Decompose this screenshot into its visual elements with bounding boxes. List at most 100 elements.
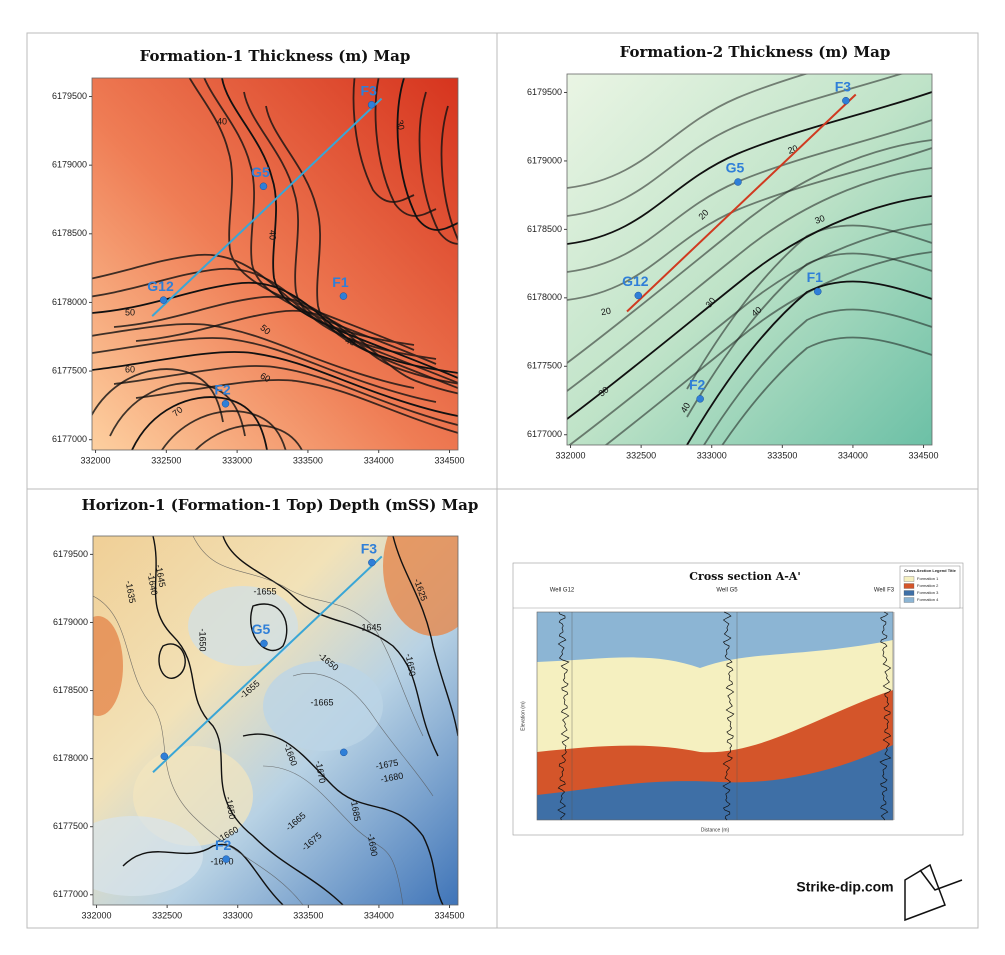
x-tick-label: 333000: [222, 455, 252, 465]
y-tick-label: 6179000: [53, 617, 88, 627]
x-tick-label: 333000: [223, 910, 253, 920]
section-title: Cross section A-A': [689, 570, 800, 583]
contour-label: 20: [786, 143, 799, 156]
well-label: F1: [807, 269, 824, 285]
map-surface: [93, 536, 458, 905]
well-name: Well F3: [874, 588, 895, 594]
section-line: [151, 97, 383, 317]
well-point: [221, 399, 230, 408]
plot-frame: [566, 73, 933, 446]
x-tick-label: 334000: [364, 910, 394, 920]
well-label: G12: [622, 273, 649, 289]
well-log: [557, 611, 570, 821]
x-tick-label: 332000: [556, 450, 586, 460]
well-log: [879, 611, 892, 821]
footer: Strike-dip.com: [796, 879, 893, 895]
contour-label: -1680: [380, 770, 404, 784]
well-label: G5: [252, 621, 271, 637]
contour-label: -1655: [253, 586, 276, 596]
contour-label: 30: [597, 384, 611, 398]
contour-label: -1645: [154, 564, 168, 588]
y-tick-label: 6179000: [527, 155, 562, 165]
well-label: F3: [361, 540, 378, 556]
y-tick-label: 6179500: [527, 87, 562, 97]
y-tick-label: 6177500: [53, 821, 88, 831]
contour-label: 50: [258, 322, 272, 336]
legend-swatch: [903, 576, 915, 582]
contour-label: -1690: [366, 833, 380, 857]
x-tick-label: 332000: [82, 910, 112, 920]
well-point: [260, 639, 268, 648]
well-label: F3: [835, 78, 852, 94]
contour-label: -1650: [198, 628, 208, 651]
y-tick-label: 6178000: [527, 292, 562, 302]
y-tick-label: 6178500: [52, 228, 87, 238]
well-point: [339, 292, 348, 300]
contour-label: -1685: [349, 798, 363, 822]
well-point: [734, 178, 742, 186]
well-label: F2: [689, 377, 706, 393]
frame: [26, 32, 979, 929]
contour-label: -1645: [358, 622, 381, 632]
y-tick-label: 6178500: [53, 685, 88, 695]
legend-swatch: [903, 597, 915, 603]
well-point: [842, 96, 850, 105]
well-log: [722, 611, 735, 821]
well-label: F3: [360, 82, 377, 98]
y-tick-label: 6179500: [53, 549, 88, 559]
contour-label: 40: [679, 401, 693, 415]
contour-label: 40: [268, 230, 278, 240]
contour-label: 60: [125, 364, 135, 374]
x-tick-label: 334500: [909, 450, 939, 460]
x-tick-label: 333500: [767, 450, 797, 460]
plot-frame: [92, 535, 459, 906]
map-surface: [92, 78, 458, 450]
map-title: Formation-2 Thickness (m) Map: [620, 43, 891, 61]
legend-swatch: [903, 583, 915, 589]
contour-label: 20: [600, 306, 612, 318]
x-tick-label: 334500: [434, 455, 464, 465]
contour-label: -1670: [314, 760, 328, 784]
legend-label: Formation 1: [917, 576, 939, 581]
contour-label: -1640: [146, 572, 160, 596]
well-point: [634, 291, 643, 300]
x-tick-label: 333000: [697, 450, 727, 460]
x-tick-label: 332500: [626, 450, 656, 460]
map-title: Horizon-1 (Formation-1 Top) Depth (mSS) …: [82, 496, 479, 514]
y-tick-label: 6179000: [52, 160, 87, 170]
contour-label: 40: [344, 335, 357, 348]
well-point: [814, 287, 822, 296]
legend-label: Formation 2: [917, 583, 939, 588]
well-point: [159, 296, 168, 304]
x-tick-label: 333500: [293, 910, 323, 920]
x-tick-label: 332500: [151, 455, 181, 465]
x-tick-label: 334000: [838, 450, 868, 460]
contour-label: 30: [395, 119, 407, 131]
contour-label: 40: [750, 304, 764, 318]
y-tick-label: 6178000: [53, 753, 88, 763]
section-line: [626, 93, 857, 313]
well-label: F2: [214, 381, 231, 397]
well-point: [696, 395, 704, 403]
well-label: F2: [215, 837, 232, 853]
well-point: [222, 855, 230, 863]
contour-label: 40: [217, 116, 227, 126]
x-tick-label: 334000: [364, 455, 394, 465]
map-surface: [567, 74, 932, 445]
well-label: F1: [332, 274, 349, 290]
logo: [904, 863, 963, 922]
contour-label: 30: [703, 296, 717, 310]
well-point: [340, 748, 348, 757]
y-tick-label: 6177500: [52, 365, 87, 375]
section-line: [152, 555, 383, 773]
contour-label: -1635: [124, 580, 138, 604]
well-name: Well G12: [550, 588, 575, 594]
well-label: G5: [726, 160, 745, 176]
contour-label: 50: [125, 307, 135, 317]
y-tick-label: 6177000: [52, 434, 87, 444]
contour-label: -1650: [404, 653, 418, 677]
contour-label: 30: [813, 213, 826, 226]
plot-frame: [91, 77, 459, 451]
x-tick-label: 332500: [152, 910, 182, 920]
